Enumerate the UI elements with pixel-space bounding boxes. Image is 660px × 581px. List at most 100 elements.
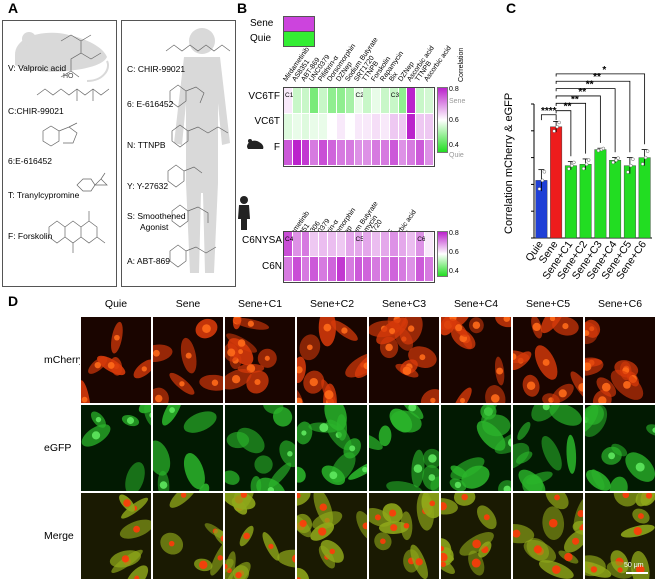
- significance-bracket: [555, 80, 631, 153]
- top-scale-sene: Sene: [449, 98, 466, 105]
- heatmap-cell: [284, 140, 293, 166]
- heatmap-cell: [416, 140, 425, 166]
- micrograph-image: [440, 404, 512, 492]
- heatmap-cell: [363, 232, 373, 257]
- heatmap-cell: [416, 114, 425, 140]
- heatmap-row: C1 C2 C3: [284, 88, 434, 114]
- panel-a-right-box: C: CHIR-99021 6: E-616452 N: TTNPB Y: Y-…: [121, 20, 236, 287]
- compound-forskolin: F: Forskolin: [8, 231, 53, 241]
- heatmap-cell: [345, 257, 355, 282]
- micrograph-image: [512, 492, 584, 580]
- significance-mark: **: [571, 94, 579, 105]
- heatmap-cell: [363, 140, 373, 166]
- heatmap-cell: [389, 140, 399, 166]
- heatmap-cell: C6: [416, 232, 426, 257]
- heatmap-compound-tag: C4: [285, 236, 294, 243]
- heatmap-cell: C5: [354, 232, 364, 257]
- compound-e616452: 6:E-616452: [8, 156, 52, 166]
- micrograph-image: [512, 404, 584, 492]
- heatmap-cell: [301, 88, 311, 114]
- row-label-vc6tf: VC6TF: [248, 91, 280, 102]
- row-label-c6n: C6N: [261, 261, 282, 272]
- micrograph-image: [224, 316, 296, 404]
- heatmap-cell: C1: [284, 88, 293, 114]
- compound-ttnpb: N: TTNPB: [127, 140, 166, 150]
- bar-chart: Correlation mCherry & eGFPQuieSeneSene+C…: [503, 65, 652, 282]
- heatmap-cell: [398, 88, 408, 114]
- panel-a-left-box: V: Valproic acid HO C:CHIR-99021 6:E-616…: [2, 20, 117, 287]
- heatmap-cell: [336, 140, 346, 166]
- heatmap-cell: C3: [389, 88, 400, 114]
- compound-chir-human: C: CHIR-99021: [127, 64, 186, 74]
- heatmap-cell: [380, 232, 390, 257]
- bottom-scale-mid: 0.6: [449, 249, 459, 256]
- micrograph-image: [296, 492, 368, 580]
- heatmap-row: C4 C5 C6: [284, 232, 434, 257]
- micrograph-image: [224, 404, 296, 492]
- heatmap-cell: [284, 257, 293, 282]
- heatmap-cell: C2: [354, 88, 364, 114]
- data-point: [640, 162, 645, 166]
- heatmap-cell: [301, 114, 311, 140]
- heatmap-cell: [301, 232, 311, 257]
- heatmap-cell: [407, 232, 417, 257]
- micro-column-header: Sene+C4: [453, 298, 499, 310]
- heatmap-cell: [345, 114, 355, 140]
- legend-sene-label: Sene: [250, 18, 274, 29]
- heatmap-cell: C4: [284, 232, 293, 257]
- legend-quie-swatch: [283, 31, 315, 47]
- micrograph-image: [440, 492, 512, 580]
- heatmap-row: [284, 257, 434, 282]
- heatmap-cell: [319, 257, 329, 282]
- data-point: [572, 160, 576, 165]
- heatmap-cell: [389, 257, 399, 282]
- mouse-icon: [247, 139, 264, 149]
- micro-column-header: Quie: [104, 298, 128, 310]
- human-panel-structures: [165, 44, 231, 268]
- data-point: [570, 163, 574, 168]
- heatmap-cell: [319, 140, 329, 166]
- top-scale-title: Correlation: [458, 47, 465, 82]
- bottom-scale-max: 0.8: [449, 230, 459, 237]
- panel-letter-d: D: [8, 293, 19, 309]
- human-icon: [238, 196, 250, 230]
- heatmap-cell: [292, 88, 302, 114]
- microscopy-panel: Quie Sene Sene+C1 Sene+C2 Sene+C3 Sene+C4 Sene…: [0, 296, 660, 581]
- heatmap-row: [284, 140, 434, 166]
- top-scale-quie: Quie: [449, 152, 464, 159]
- data-point: [601, 146, 606, 151]
- micro-column-header: Sene+C3: [381, 298, 427, 310]
- heatmap-cell: [380, 140, 390, 166]
- data-point: [643, 155, 648, 160]
- heatmap-compound-tag: C1: [285, 92, 294, 99]
- heatmap-compound-tag: C3: [390, 92, 400, 99]
- valproic-label-cooh: HO: [63, 73, 74, 80]
- data-point: [631, 157, 635, 161]
- heatmap-cell: [398, 257, 408, 282]
- micrograph-image: [152, 492, 224, 580]
- compound-chir: C:CHIR-99021: [8, 106, 64, 116]
- compound-y27632: Y: Y-27632: [127, 181, 169, 191]
- micrograph-image: [80, 404, 152, 492]
- valproic-acid-structure: [60, 34, 102, 78]
- bar: [579, 164, 592, 239]
- data-point: [557, 120, 561, 125]
- top-column-labels: Mirdametinib AS8351 ABT-869 UNC0379 Pifithri…: [282, 28, 453, 86]
- heatmap-cell: [416, 88, 425, 114]
- heatmap-cell: [319, 88, 329, 114]
- compound-v: V: Valproic acid: [8, 63, 67, 73]
- heatmap-cell: [345, 140, 355, 166]
- heatmap-cell: [380, 114, 390, 140]
- bottom-heatmap: C4 C5 C6: [283, 231, 435, 283]
- heatmap-compound-tag: C5: [355, 236, 364, 243]
- heatmap-cell: [354, 114, 364, 140]
- heatmap-cell: [336, 232, 346, 257]
- top-colorbar: [437, 87, 448, 153]
- heatmap-cell: [425, 140, 434, 166]
- data-point: [542, 170, 547, 174]
- micrograph-image: [584, 404, 656, 492]
- heatmap-cell: [389, 114, 399, 140]
- e616452-structure: [42, 122, 78, 147]
- heatmap-cell: [398, 232, 408, 257]
- mouse-silhouette-icon: [15, 32, 109, 82]
